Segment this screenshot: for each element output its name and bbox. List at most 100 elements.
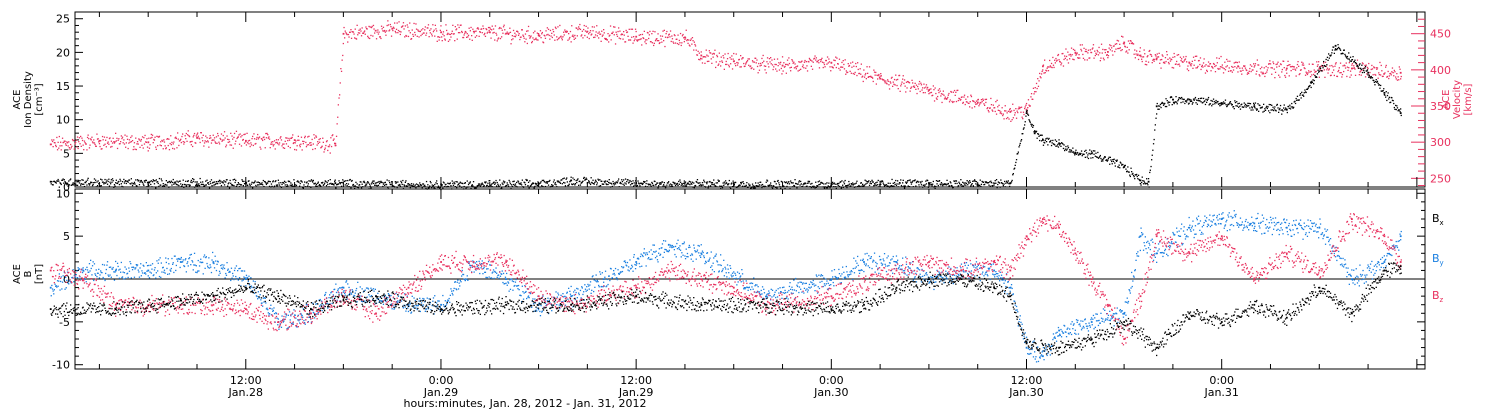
x-tick-date: Jan.29 [423, 386, 458, 399]
data-point [1318, 286, 1321, 289]
data-point [1351, 278, 1353, 280]
data-point [49, 143, 52, 146]
data-point [1253, 105, 1256, 108]
right-tick-label: 300 [1430, 136, 1451, 149]
data-point [895, 269, 898, 272]
data-point [635, 295, 638, 298]
data-point [1147, 180, 1150, 183]
data-point [1334, 44, 1337, 47]
data-point [863, 303, 865, 306]
panel1-frame [74, 11, 1426, 188]
data-point [537, 303, 540, 306]
data-point [310, 312, 312, 315]
data-point [1025, 346, 1028, 349]
data-point [570, 295, 573, 298]
velocity-series [49, 20, 1402, 154]
left-tick-label: 10 [56, 114, 70, 127]
density-series [49, 44, 1402, 191]
data-point [1310, 81, 1313, 84]
data-point [1155, 346, 1158, 349]
data-point [667, 243, 670, 246]
data-point [334, 182, 337, 184]
data-point [1220, 102, 1223, 104]
data-point [765, 295, 768, 298]
x-tick-date: Jan.29 [618, 386, 653, 399]
left-axis-title: ACE [12, 90, 23, 110]
data-point [49, 308, 52, 310]
data-point [1074, 152, 1077, 155]
data-point [1253, 303, 1256, 306]
left-tick-label: 15 [56, 80, 70, 93]
data-point [1107, 303, 1109, 306]
data-point [98, 139, 101, 142]
data-point [440, 303, 442, 306]
data-point [1042, 218, 1044, 220]
b-tick-label: 0 [63, 273, 70, 286]
data-point [1025, 235, 1028, 238]
data-point [1399, 261, 1402, 263]
data-point [212, 295, 215, 298]
data-point [1188, 312, 1191, 315]
data-point [472, 261, 475, 263]
right-tick-label: 350 [1430, 100, 1451, 113]
data-point [245, 308, 247, 310]
data-point [1009, 295, 1012, 298]
legend-entry-x: Bx [1432, 212, 1444, 227]
data-point [732, 60, 735, 63]
left-tick-label: 5 [63, 147, 70, 160]
data-point [1155, 57, 1158, 60]
left-axis-title: [cm⁻³] [34, 83, 45, 115]
data-point [635, 286, 638, 289]
x-tick-date: Jan.31 [1203, 386, 1238, 399]
data-point [489, 31, 491, 34]
data-point [1220, 235, 1223, 238]
data-point [928, 261, 930, 263]
data-point [1188, 61, 1191, 64]
b-tick-label: 5 [63, 230, 70, 243]
data-point [586, 30, 589, 33]
x-tick-time: 0:00 [429, 374, 454, 387]
data-point [277, 321, 280, 323]
data-point [342, 295, 345, 298]
data-point [1155, 105, 1158, 108]
x-tick-time: 0:00 [819, 374, 844, 387]
data-point [440, 308, 442, 310]
right-tick-label: 250 [1430, 172, 1451, 185]
data-point [1009, 286, 1012, 289]
data-point [334, 142, 337, 145]
data-point [700, 54, 703, 57]
data-point [928, 278, 930, 280]
data-point [310, 308, 312, 310]
data-point [1090, 278, 1093, 280]
data-point [830, 295, 833, 298]
data-point [212, 303, 215, 306]
data-point [212, 261, 215, 263]
data-point [147, 141, 150, 144]
bz-series [49, 213, 1402, 346]
data-point [960, 269, 963, 272]
data-point [1123, 166, 1126, 168]
data-point [765, 303, 768, 306]
data-point [700, 252, 703, 255]
data-point [1383, 235, 1386, 238]
data-point [1009, 269, 1012, 272]
data-point [407, 286, 410, 289]
b-axis-title: [nT] [34, 264, 45, 284]
time-axis: 12:00Jan.280:00Jan.2912:00Jan.290:00Jan.… [98, 12, 1418, 410]
data-point [1025, 108, 1028, 111]
b-axis-title: ACE [12, 264, 23, 284]
data-point [1399, 235, 1402, 238]
data-point [1139, 295, 1142, 298]
data-point [1139, 54, 1142, 57]
data-point [895, 286, 898, 289]
data-point [1253, 222, 1256, 225]
data-point [179, 261, 182, 263]
data-point [82, 269, 85, 272]
x-tick-time: 12:00 [230, 374, 262, 387]
data-point [1058, 346, 1060, 349]
data-point [1285, 316, 1288, 319]
data-point [1058, 329, 1060, 332]
data-point [1237, 65, 1239, 68]
data-point [1318, 67, 1321, 70]
